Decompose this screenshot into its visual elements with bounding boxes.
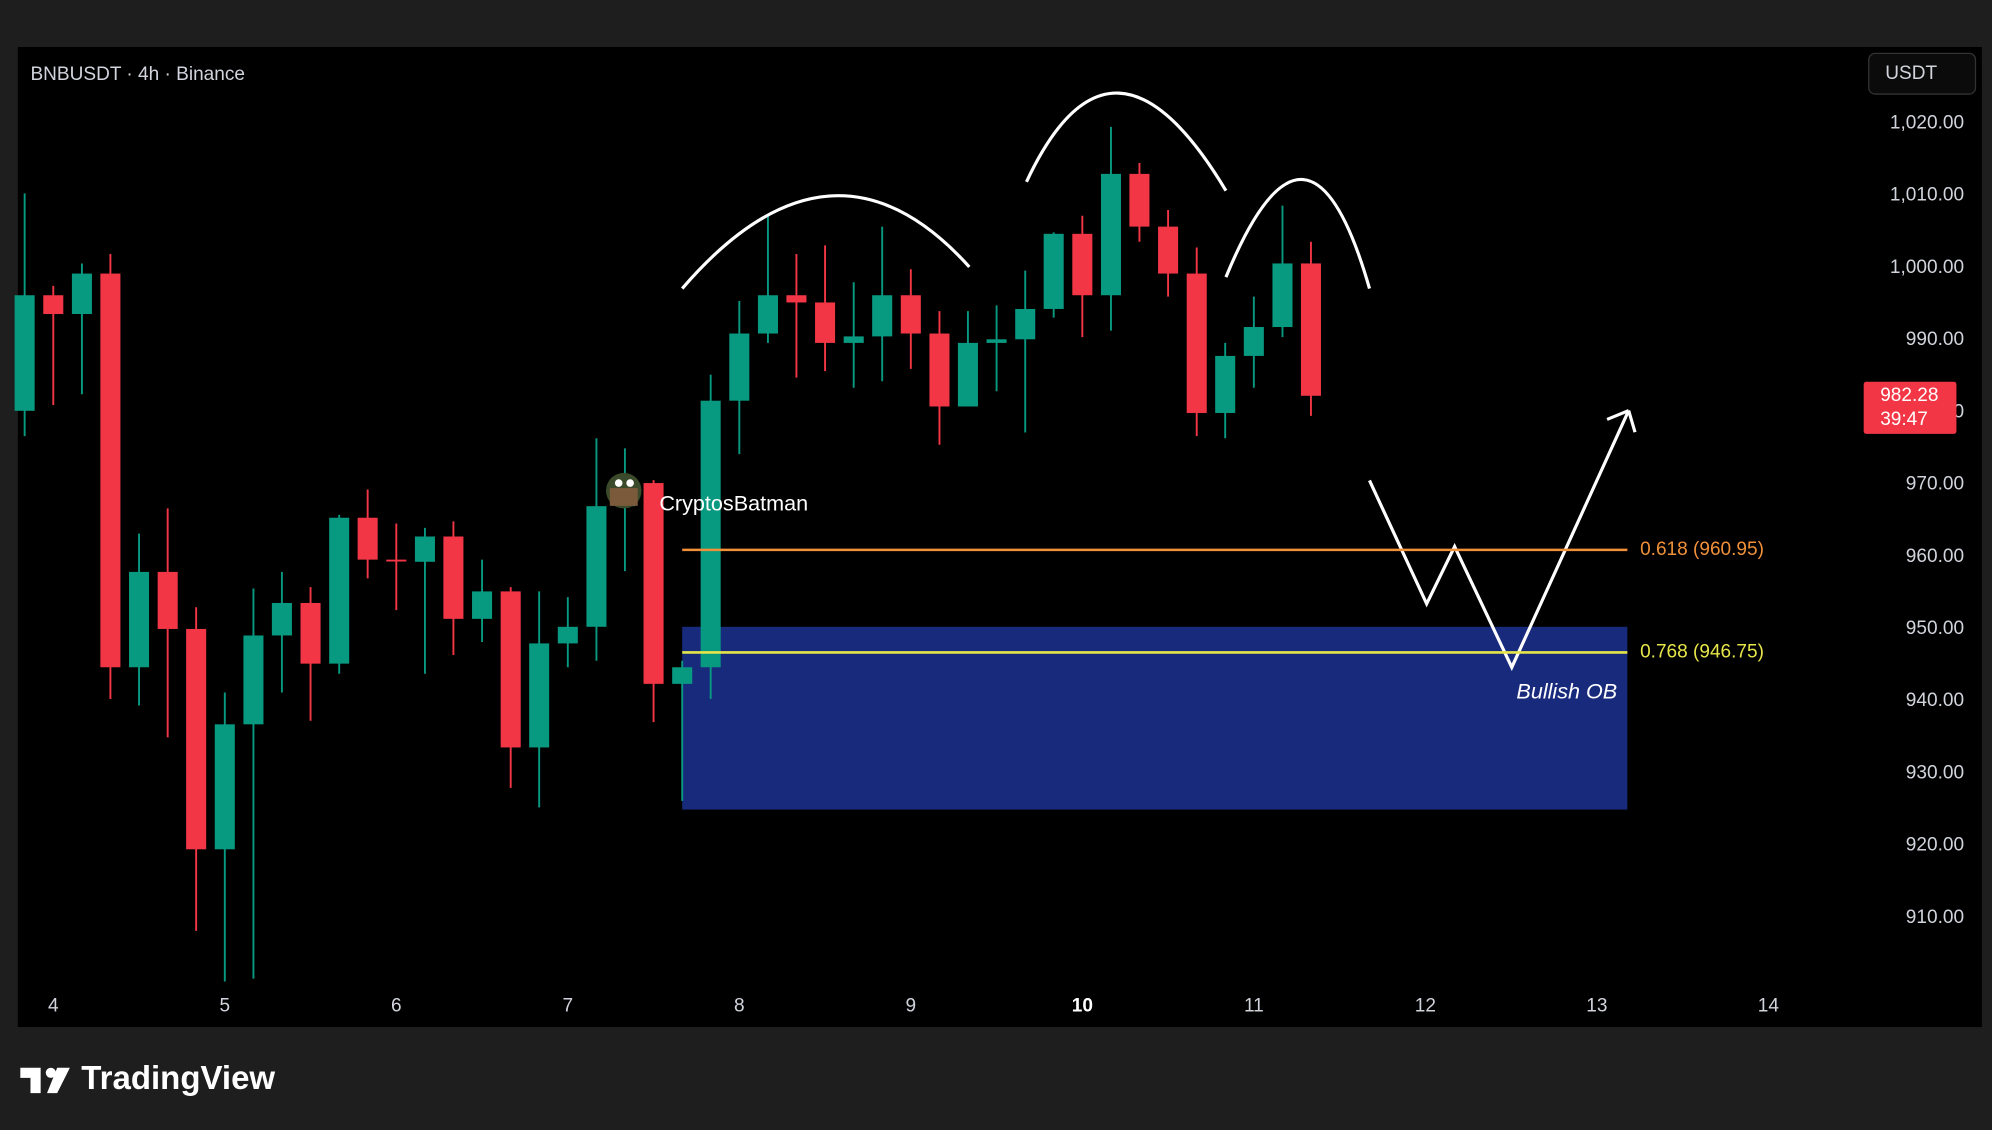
x-tick-label: 5	[219, 996, 230, 1017]
candle-body	[43, 295, 64, 315]
candle-body	[700, 400, 721, 668]
y-tick-label: 1,020.00	[1890, 112, 1964, 133]
candle-body	[243, 635, 264, 725]
candle-body	[129, 571, 150, 668]
candle-body	[14, 295, 35, 411]
order-block-label: Bullish OB	[1516, 678, 1617, 703]
last-price: 982.28	[1880, 385, 1938, 406]
candle-body	[443, 536, 464, 619]
y-tick-label: 1,010.00	[1890, 185, 1964, 206]
y-tick-label: 920.00	[1906, 835, 1964, 856]
candle-body	[843, 336, 864, 343]
arc	[681, 194, 971, 290]
candle-body	[1015, 308, 1036, 340]
candle-body	[529, 643, 550, 748]
currency-button[interactable]	[1868, 52, 1977, 95]
candle-body	[957, 342, 978, 407]
y-tick-label: 960.00	[1906, 546, 1964, 567]
arc	[1025, 91, 1228, 192]
y-tick-label: 950.00	[1906, 618, 1964, 639]
candle-body	[214, 724, 235, 850]
candle-body	[729, 333, 750, 401]
last-price-box	[1863, 381, 1957, 434]
watermark-avatar	[605, 472, 642, 509]
y-tick-label: 970.00	[1906, 474, 1964, 495]
candle-body	[271, 602, 292, 636]
projection-arrow	[1368, 409, 1637, 672]
candle-body	[386, 559, 407, 562]
candle-body	[929, 333, 950, 407]
chart-title: BNBUSDT · 4h · Binance	[30, 64, 244, 85]
chart-panel	[17, 47, 1982, 1028]
candle-body	[1129, 173, 1150, 227]
candle-body	[500, 591, 521, 748]
x-tick-label: 14	[1758, 996, 1780, 1017]
candle-body	[157, 571, 178, 629]
x-tick-label: 9	[906, 996, 917, 1017]
x-tick-label: 12	[1415, 996, 1436, 1017]
candle-body	[557, 626, 578, 644]
y-tick-label: 930.00	[1906, 762, 1964, 783]
candle-body	[100, 273, 121, 668]
fib-label: 0.768 (946.75)	[1640, 641, 1764, 662]
candle-body	[786, 295, 807, 303]
candle-body	[186, 628, 207, 850]
candle-body	[815, 302, 836, 343]
candle-body	[71, 273, 92, 315]
x-tick-label: 7	[563, 996, 574, 1017]
watermark: CryptosBatman	[659, 490, 808, 515]
candle-body	[586, 506, 607, 627]
candle-body	[1300, 263, 1321, 396]
order-block	[682, 626, 1628, 810]
currency-button-label[interactable]: USDT	[1885, 63, 1937, 84]
x-tick-label: 10	[1072, 996, 1093, 1017]
candle-body	[672, 667, 693, 684]
candle-body	[1100, 173, 1121, 296]
candle-body	[1272, 263, 1293, 328]
x-tick-label: 11	[1244, 996, 1264, 1017]
fib-label: 0.618 (960.95)	[1640, 539, 1764, 560]
x-tick-label: 4	[48, 996, 59, 1017]
x-tick-label: 8	[734, 996, 745, 1017]
x-tick-label: 13	[1586, 996, 1607, 1017]
candle-body	[986, 339, 1007, 343]
y-tick-label: 910.00	[1906, 907, 1964, 928]
candle-body	[1072, 233, 1093, 296]
candle-body	[329, 517, 350, 664]
candle-body	[1215, 355, 1236, 413]
candle-body	[643, 483, 664, 684]
y-tick-label: 990.00	[1906, 329, 1964, 350]
candle-body	[872, 295, 893, 337]
y-tick-label: 1,000.00	[1890, 257, 1964, 278]
drawings	[681, 91, 1637, 672]
candle-body	[357, 517, 378, 560]
branding: TradingView	[81, 1059, 275, 1096]
candle-body	[1043, 233, 1064, 309]
arc	[1224, 177, 1372, 289]
candle-body	[757, 295, 778, 334]
candle-body	[1186, 273, 1207, 413]
candle-body	[900, 295, 921, 334]
candle-body	[1158, 226, 1179, 274]
y-tick-label: 940.00	[1906, 690, 1964, 711]
x-tick-label: 6	[391, 996, 402, 1017]
last-price-timer: 39:47	[1880, 409, 1928, 430]
candle-body	[300, 602, 321, 664]
tradingview-logo	[20, 1067, 70, 1094]
candle-body	[414, 536, 435, 562]
candle-body	[1243, 327, 1264, 356]
candle-body	[472, 591, 493, 619]
